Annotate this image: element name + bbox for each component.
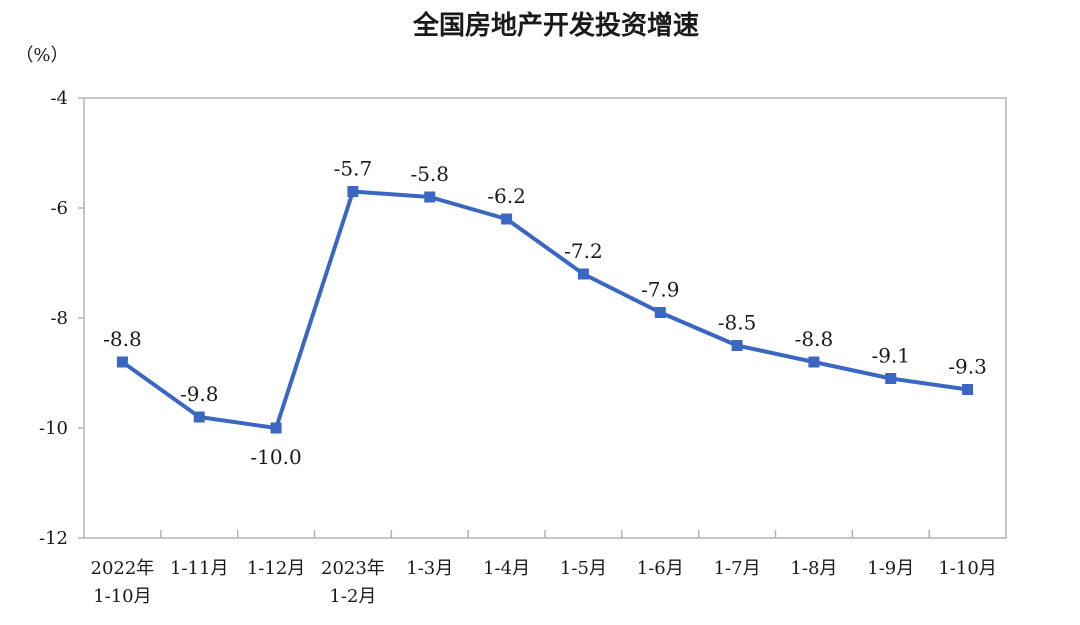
x-category-label-line: 1-8月 [790, 558, 837, 579]
data-point-marker [116, 356, 128, 368]
x-category-label: 2022年 1-10月 [91, 558, 155, 607]
x-category-label: 1-5月 [560, 558, 607, 579]
y-axis-unit: （%） [15, 45, 68, 66]
x-category-label: 1-12月 [247, 558, 305, 579]
x-axis-ticks [160, 530, 930, 538]
data-label: -9.1 [871, 344, 910, 368]
series-line-group [121, 189, 968, 430]
data-point-marker [885, 373, 897, 384]
x-category-label-line: 1-2月 [329, 586, 376, 607]
data-point-marker [577, 268, 589, 280]
x-category-label: 1-8月 [790, 558, 837, 579]
data-point-marker [501, 213, 513, 225]
x-category-label: 1-3月 [406, 558, 453, 579]
x-category-label-line: 1-4月 [483, 558, 530, 579]
x-category-label: 1-4月 [483, 558, 530, 579]
data-point-marker [424, 191, 436, 203]
plot-frame [83, 97, 1007, 539]
x-axis-labels: 2022年 1-10月 1-11月 1-12月 2023年 1-2月 1-3月 1-4月 1-5… [91, 558, 997, 607]
data-label: -8.5 [718, 311, 757, 335]
data-label: -6.2 [487, 184, 526, 208]
data-point-marker [654, 307, 666, 318]
x-category-label-line: 1-11月 [170, 558, 228, 579]
data-markers [116, 186, 974, 434]
x-category-label-line: 2022年 [91, 558, 155, 579]
y-tick-label: -4 [50, 88, 68, 109]
x-category-label-line: 1-12月 [247, 558, 305, 579]
series-line [121, 189, 968, 430]
x-category-label: 1-10月 [938, 558, 996, 579]
x-category-label-line: 1-10月 [938, 558, 996, 579]
x-category-label-line: 1-10月 [93, 586, 151, 607]
data-label: -9.8 [180, 382, 219, 406]
y-tick-label: -6 [50, 198, 68, 219]
data-label: -8.8 [103, 327, 142, 351]
x-category-label: 1-6月 [637, 558, 684, 579]
data-label: -7.2 [564, 239, 603, 263]
x-category-label-line: 1-6月 [637, 558, 684, 579]
y-axis-ticks: -4 -6 -8 -10 -12 [39, 88, 84, 549]
x-category-label-line: 1-7月 [714, 558, 761, 579]
x-category-label: 1-9月 [867, 558, 914, 579]
data-label: -7.9 [641, 278, 680, 302]
data-label: -9.3 [948, 355, 987, 379]
x-category-label-line: 1-9月 [867, 558, 914, 579]
data-label: -10.0 [250, 445, 301, 469]
data-point-marker [808, 356, 820, 368]
data-label: -8.8 [795, 327, 834, 351]
x-category-label: 1-7月 [714, 558, 761, 579]
y-tick-label: -8 [50, 308, 68, 329]
data-point-marker [962, 384, 974, 395]
x-category-label-line: 1-5月 [560, 558, 607, 579]
data-point-marker [731, 340, 743, 351]
data-point-marker [270, 422, 282, 434]
chart-title: 全国房地产开发投资增速 [412, 10, 699, 41]
x-category-label: 1-11月 [170, 558, 228, 579]
data-point-marker [193, 411, 205, 423]
x-category-label: 2023年 1-2月 [321, 558, 385, 607]
x-category-label-line: 2023年 [321, 558, 385, 579]
data-label: -5.8 [410, 162, 449, 186]
y-tick-label: -12 [39, 528, 68, 549]
x-category-label-line: 1-3月 [406, 558, 453, 579]
data-label: -5.7 [334, 157, 373, 181]
data-labels: -8.8 -9.8 -10.0 -5.7 -5.8 -6.2 -7.2 -7.9 -8.5 -8.… [103, 157, 987, 470]
data-point-marker [347, 186, 359, 197]
y-tick-label: -10 [39, 418, 68, 439]
